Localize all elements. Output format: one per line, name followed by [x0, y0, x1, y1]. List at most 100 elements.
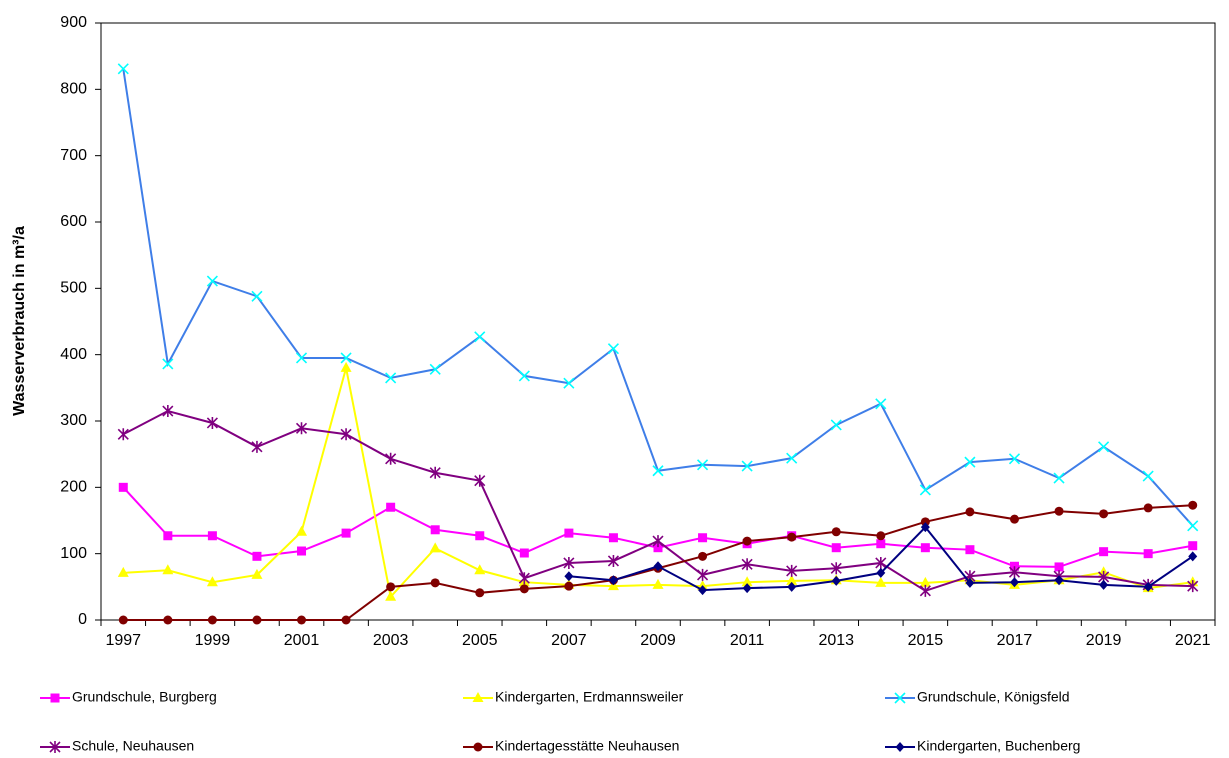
data-point: [607, 554, 620, 567]
data-point: [875, 576, 887, 587]
data-point: [831, 575, 841, 586]
data-point: [1187, 580, 1199, 593]
data-point: [1143, 503, 1153, 513]
plot-frame: [100, 22, 1216, 621]
data-point: [162, 358, 174, 370]
data-point: [386, 582, 396, 592]
data-point: [830, 562, 842, 575]
data-point: [475, 531, 485, 541]
y-tick-label: 600: [60, 213, 87, 230]
data-point: [295, 352, 308, 364]
data-point: [920, 517, 930, 527]
x-tick-label: 2005: [462, 632, 498, 649]
data-point: [474, 564, 486, 575]
data-point: [831, 543, 841, 553]
data-point: [117, 566, 129, 577]
legend-marker: [50, 693, 60, 703]
data-point: [297, 546, 307, 556]
data-point: [653, 561, 663, 572]
data-point: [519, 548, 529, 558]
data-point: [786, 574, 798, 585]
data-point: [519, 584, 529, 594]
data-point: [875, 398, 887, 410]
data-point: [652, 578, 664, 589]
data-point: [1054, 575, 1064, 586]
data-point: [385, 452, 397, 465]
data-point: [608, 533, 618, 543]
x-tick-label: 2021: [1175, 632, 1211, 649]
data-point: [251, 290, 263, 302]
data-point: [1053, 472, 1065, 484]
data-point: [117, 428, 129, 441]
data-point: [1188, 551, 1198, 562]
y-tick-label: 400: [60, 346, 87, 363]
data-point: [564, 528, 574, 538]
data-point: [341, 528, 351, 538]
data-point: [919, 584, 931, 597]
data-point: [430, 525, 440, 535]
data-point: [163, 531, 173, 541]
x-tick-label: 2017: [997, 632, 1033, 649]
data-point: [341, 615, 351, 625]
data-point: [340, 352, 352, 364]
data-point: [386, 502, 396, 512]
x-tick-label: 2003: [373, 632, 409, 649]
data-point: [1188, 541, 1198, 551]
data-point: [207, 531, 217, 541]
data-point: [251, 568, 263, 579]
data-point: [965, 577, 975, 588]
legend-marker: [473, 742, 483, 752]
data-point: [564, 571, 574, 582]
data-point: [919, 576, 931, 587]
data-point: [1009, 577, 1019, 588]
data-point: [698, 585, 708, 596]
x-tick-label: 2009: [640, 632, 676, 649]
data-point: [787, 532, 797, 542]
data-point: [429, 466, 441, 479]
y-tick-label: 0: [78, 611, 87, 628]
x-tick-label: 2001: [284, 632, 320, 649]
data-point: [608, 575, 618, 586]
data-point: [207, 615, 217, 625]
data-point: [920, 522, 930, 533]
x-tick-label: 1997: [105, 632, 141, 649]
data-point: [742, 536, 752, 546]
legend-label: Schule, Neuhausen: [72, 738, 194, 754]
x-tick-label: 2015: [908, 632, 944, 649]
legend-label: Grundschule, Königsfeld: [917, 689, 1070, 705]
data-point: [117, 63, 129, 75]
data-point: [252, 551, 262, 561]
legend-marker: [894, 692, 906, 704]
data-point: [252, 615, 262, 625]
x-tick-label: 2011: [730, 632, 765, 649]
legend-label: Grundschule, Burgberg: [72, 689, 217, 705]
data-point: [518, 572, 530, 585]
data-point: [1188, 500, 1198, 510]
series-line: [122, 68, 1194, 527]
data-point: [1142, 470, 1154, 482]
data-point: [919, 484, 931, 496]
data-point: [876, 531, 886, 541]
data-point: [518, 370, 530, 382]
data-point: [653, 543, 663, 553]
data-point: [965, 545, 975, 555]
y-tick-label: 100: [60, 545, 87, 562]
legend-label: Kindergarten, Buchenberg: [917, 738, 1080, 754]
data-point: [118, 482, 128, 492]
data-point: [206, 275, 218, 287]
data-point: [1143, 549, 1153, 559]
data-point: [430, 578, 440, 588]
data-point: [1009, 514, 1019, 524]
data-point: [295, 422, 308, 435]
data-point: [563, 556, 575, 569]
data-point: [876, 539, 886, 549]
legend-label: Kindergarten, Erdmannsweiler: [495, 689, 684, 705]
data-point: [1054, 506, 1064, 516]
legend-marker: [49, 741, 61, 753]
legend-marker: [472, 692, 484, 702]
data-point: [696, 459, 709, 471]
data-point: [920, 543, 930, 553]
data-point: [162, 405, 174, 418]
data-point: [340, 361, 352, 372]
